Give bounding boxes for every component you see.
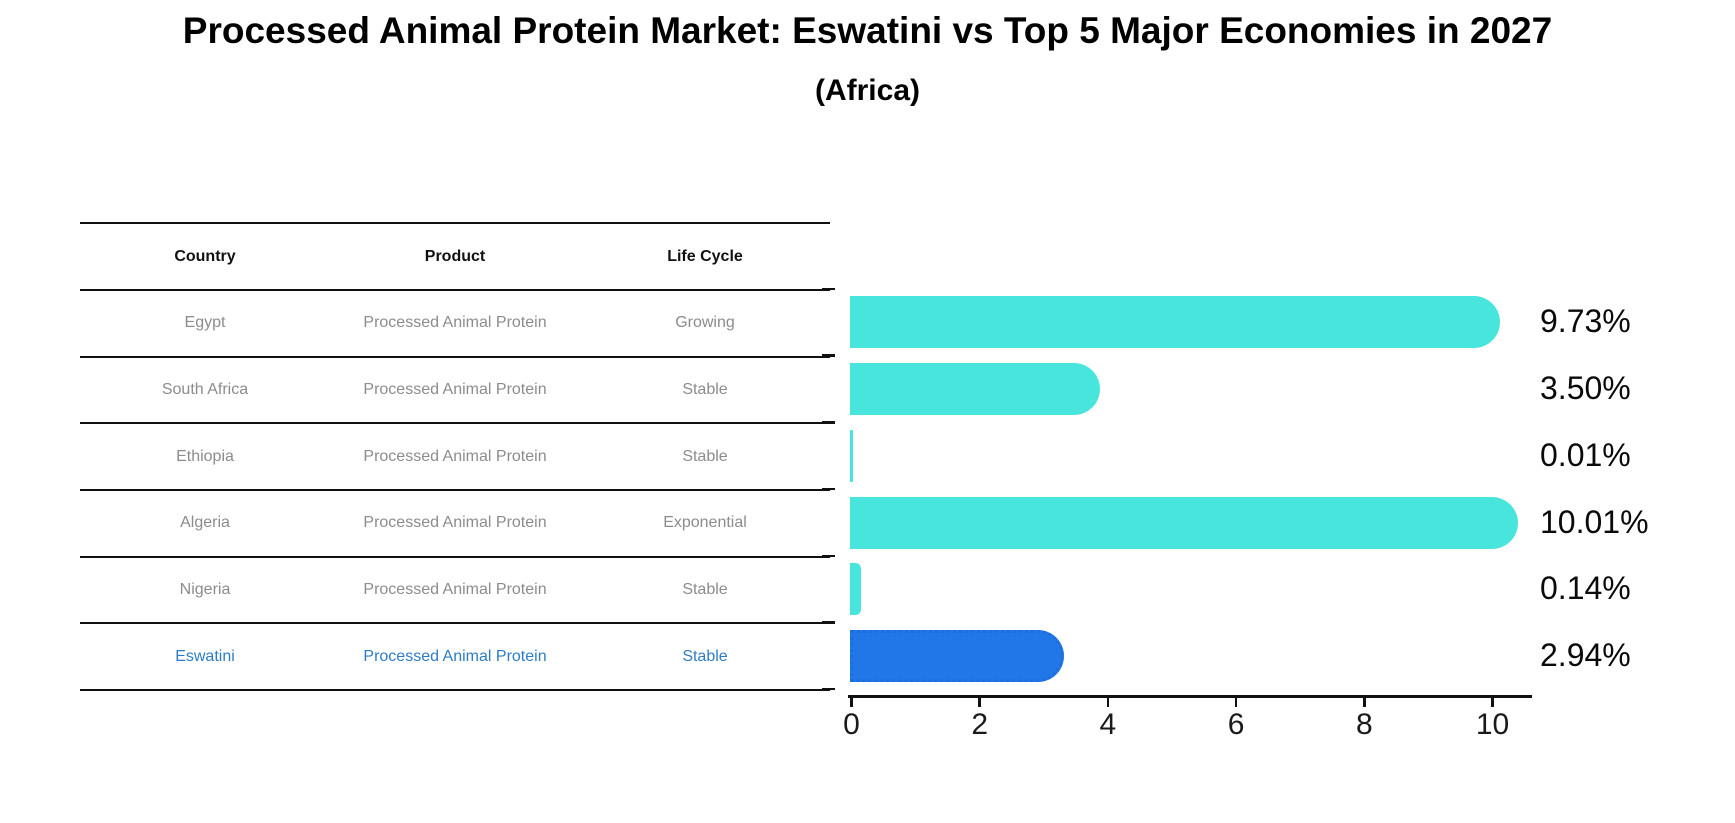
- cell-product: Processed Animal Protein: [363, 581, 547, 599]
- chart-subtitle: (Africa): [814, 74, 920, 107]
- cell-country: Algeria: [180, 514, 230, 532]
- cell-product: Processed Animal Protein: [363, 514, 547, 532]
- bar-algeria: [850, 496, 1518, 549]
- value-label-nigeria: 0.14%: [1540, 570, 1631, 607]
- bar-nigeria: [850, 563, 861, 616]
- cell-life-cycle: Stable: [682, 581, 728, 599]
- x-tick-label: 4: [1099, 708, 1117, 741]
- bar-south-africa: [850, 363, 1101, 416]
- category-boundary-tick: [822, 687, 835, 691]
- x-tick-label: 6: [1227, 708, 1245, 741]
- value-label-egypt: 9.73%: [1540, 303, 1631, 340]
- x-tick-mark: [1363, 696, 1366, 707]
- category-boundary-tick: [822, 554, 835, 558]
- cell-product: Processed Animal Protein: [363, 647, 547, 665]
- cell-life-cycle: Stable: [682, 381, 728, 399]
- cell-country: South Africa: [161, 381, 249, 399]
- x-tick-mark: [1234, 696, 1238, 707]
- bar-egypt: [850, 296, 1500, 349]
- table-row-egypt: Egypt Processed Animal Protein Growing: [80, 291, 830, 358]
- x-tick-label: 2: [971, 708, 989, 741]
- header-product: Product: [424, 247, 486, 265]
- x-tick-label: 10: [1475, 708, 1510, 741]
- bar-ethiopia: [850, 429, 853, 482]
- x-tick-label: 8: [1355, 708, 1373, 741]
- table-row-south-africa: South Africa Processed Animal Protein St…: [80, 358, 830, 425]
- table-row-ethiopia: Ethiopia Processed Animal Protein Stable: [80, 424, 830, 492]
- cell-country: Ethiopia: [176, 447, 234, 465]
- cell-product: Processed Animal Protein: [363, 381, 547, 399]
- x-tick-mark: [1491, 696, 1494, 707]
- header-life-cycle: Life Cycle: [667, 247, 743, 265]
- table-row-eswatini-highlighted: Eswatini Processed Animal Protein Stable: [80, 624, 830, 692]
- category-boundary-tick: [822, 487, 835, 491]
- cell-country: Egypt: [184, 314, 226, 332]
- cell-product: Processed Animal Protein: [363, 447, 547, 465]
- category-boundary-tick: [822, 354, 835, 357]
- value-label-ethiopia: 0.01%: [1540, 436, 1631, 473]
- cell-life-cycle: Stable: [682, 447, 728, 465]
- country-info-table: Country Product Life Cycle Egypt Process…: [80, 222, 830, 692]
- x-tick-mark: [1106, 696, 1110, 707]
- x-tick-mark: [850, 696, 853, 707]
- x-tick-mark: [978, 696, 981, 707]
- bar-eswatini-highlighted: [850, 629, 1065, 682]
- table-row-algeria: Algeria Processed Animal Protein Exponen…: [80, 491, 830, 558]
- value-label-algeria: 10.01%: [1540, 503, 1649, 540]
- category-boundary-tick: [822, 421, 835, 424]
- cell-life-cycle: Exponential: [663, 514, 747, 532]
- cell-country: Nigeria: [179, 581, 231, 599]
- x-axis-line: [848, 695, 1532, 698]
- category-boundary-tick: [822, 287, 835, 291]
- cell-life-cycle: Stable: [682, 647, 728, 665]
- table-header-row: Country Product Life Cycle: [80, 224, 830, 291]
- category-boundary-tick: [822, 621, 835, 624]
- chart-title: Processed Animal Protein Market: Eswatin…: [182, 10, 1553, 51]
- table-row-nigeria: Nigeria Processed Animal Protein Stable: [80, 558, 830, 625]
- value-label-south-africa: 3.50%: [1540, 370, 1631, 407]
- cell-life-cycle: Growing: [675, 314, 735, 332]
- value-label-eswatini: 2.94%: [1540, 636, 1631, 673]
- x-tick-label: 0: [843, 708, 860, 741]
- header-country: Country: [174, 247, 236, 265]
- cell-product: Processed Animal Protein: [363, 314, 547, 332]
- cell-country: Eswatini: [175, 647, 235, 665]
